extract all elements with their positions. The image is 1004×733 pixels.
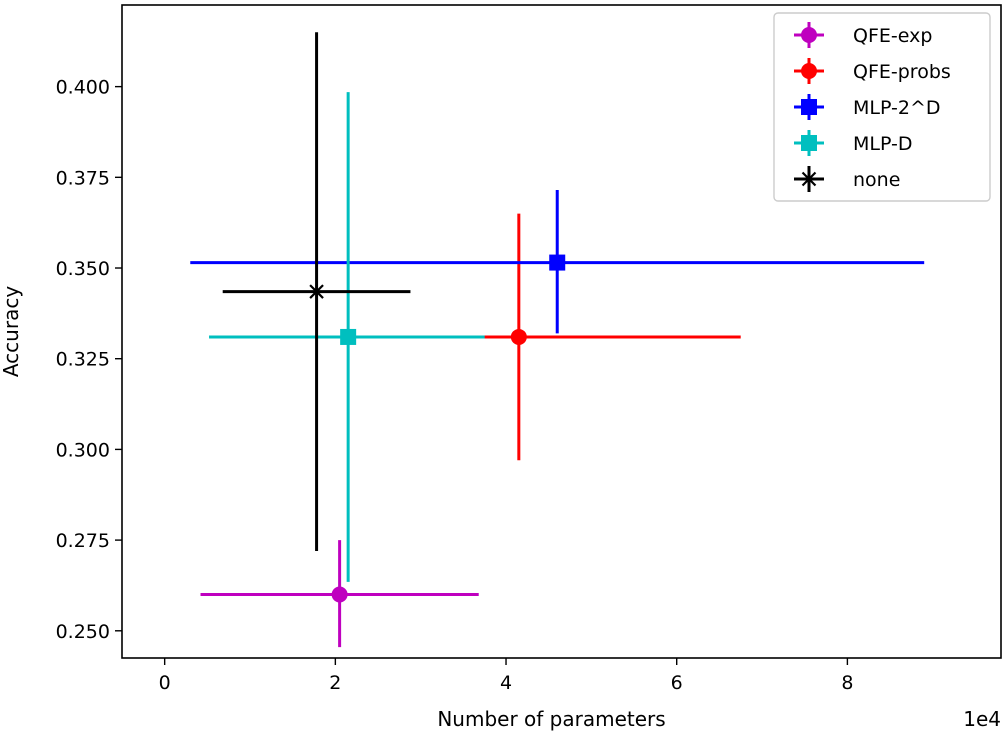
y-tick-label: 0.325: [56, 349, 110, 371]
x-tick-label: 2: [329, 672, 341, 694]
marker: [801, 63, 817, 79]
y-axis-label: Accuracy: [0, 286, 23, 377]
x-tick-label: 8: [841, 672, 853, 694]
series-mlp-d: [209, 92, 485, 582]
legend: QFE-exp QFE-probs MLP-2^D MLP-D none: [773, 12, 991, 202]
legend-label: none: [853, 169, 900, 191]
marker: [549, 254, 566, 271]
legend-item: QFE-exp: [794, 22, 932, 48]
marker: [340, 328, 357, 345]
plot-area: [121, 4, 1002, 659]
legend-item: none: [794, 166, 900, 192]
series-none: [222, 32, 411, 551]
x-tick-label: 0: [159, 672, 171, 694]
x-axis: 0 2 4 6 8: [159, 658, 853, 694]
legend-item: MLP-2^D: [794, 94, 941, 120]
y-tick-label: 0.350: [56, 258, 110, 280]
legend-box: [773, 12, 991, 202]
legend-label: QFE-probs: [853, 61, 951, 83]
y-tick-label: 0.250: [56, 621, 110, 643]
x-tick-label: 4: [500, 672, 512, 694]
y-tick-label: 0.400: [56, 77, 110, 99]
marker: [801, 135, 817, 151]
marker: [307, 282, 326, 301]
series-qfe-probs: [482, 213, 741, 461]
marker: [801, 99, 817, 115]
x-axis-label: Number of parameters: [437, 707, 665, 731]
legend-item: MLP-D: [794, 130, 913, 156]
marker: [801, 27, 817, 43]
y-axis: 0.250 0.275 0.300 0.325 0.350 0.375 0.400: [56, 77, 122, 643]
legend-label: MLP-2^D: [853, 97, 941, 119]
plot-frame: [121, 4, 1002, 659]
y-tick-label: 0.375: [56, 167, 110, 189]
series-mlp-2-d: [190, 190, 925, 334]
marker: [331, 586, 348, 603]
series-qfe-exp: [200, 540, 479, 648]
legend-item: QFE-probs: [794, 58, 951, 84]
x-tick-label: 6: [671, 672, 683, 694]
marker: [510, 328, 527, 345]
y-tick-label: 0.275: [56, 530, 110, 552]
x-axis-scale-label: 1e4: [963, 707, 1001, 731]
y-tick-label: 0.300: [56, 439, 110, 461]
legend-label: MLP-D: [853, 133, 913, 155]
legend-label: QFE-exp: [853, 25, 932, 47]
marker: [800, 170, 818, 188]
